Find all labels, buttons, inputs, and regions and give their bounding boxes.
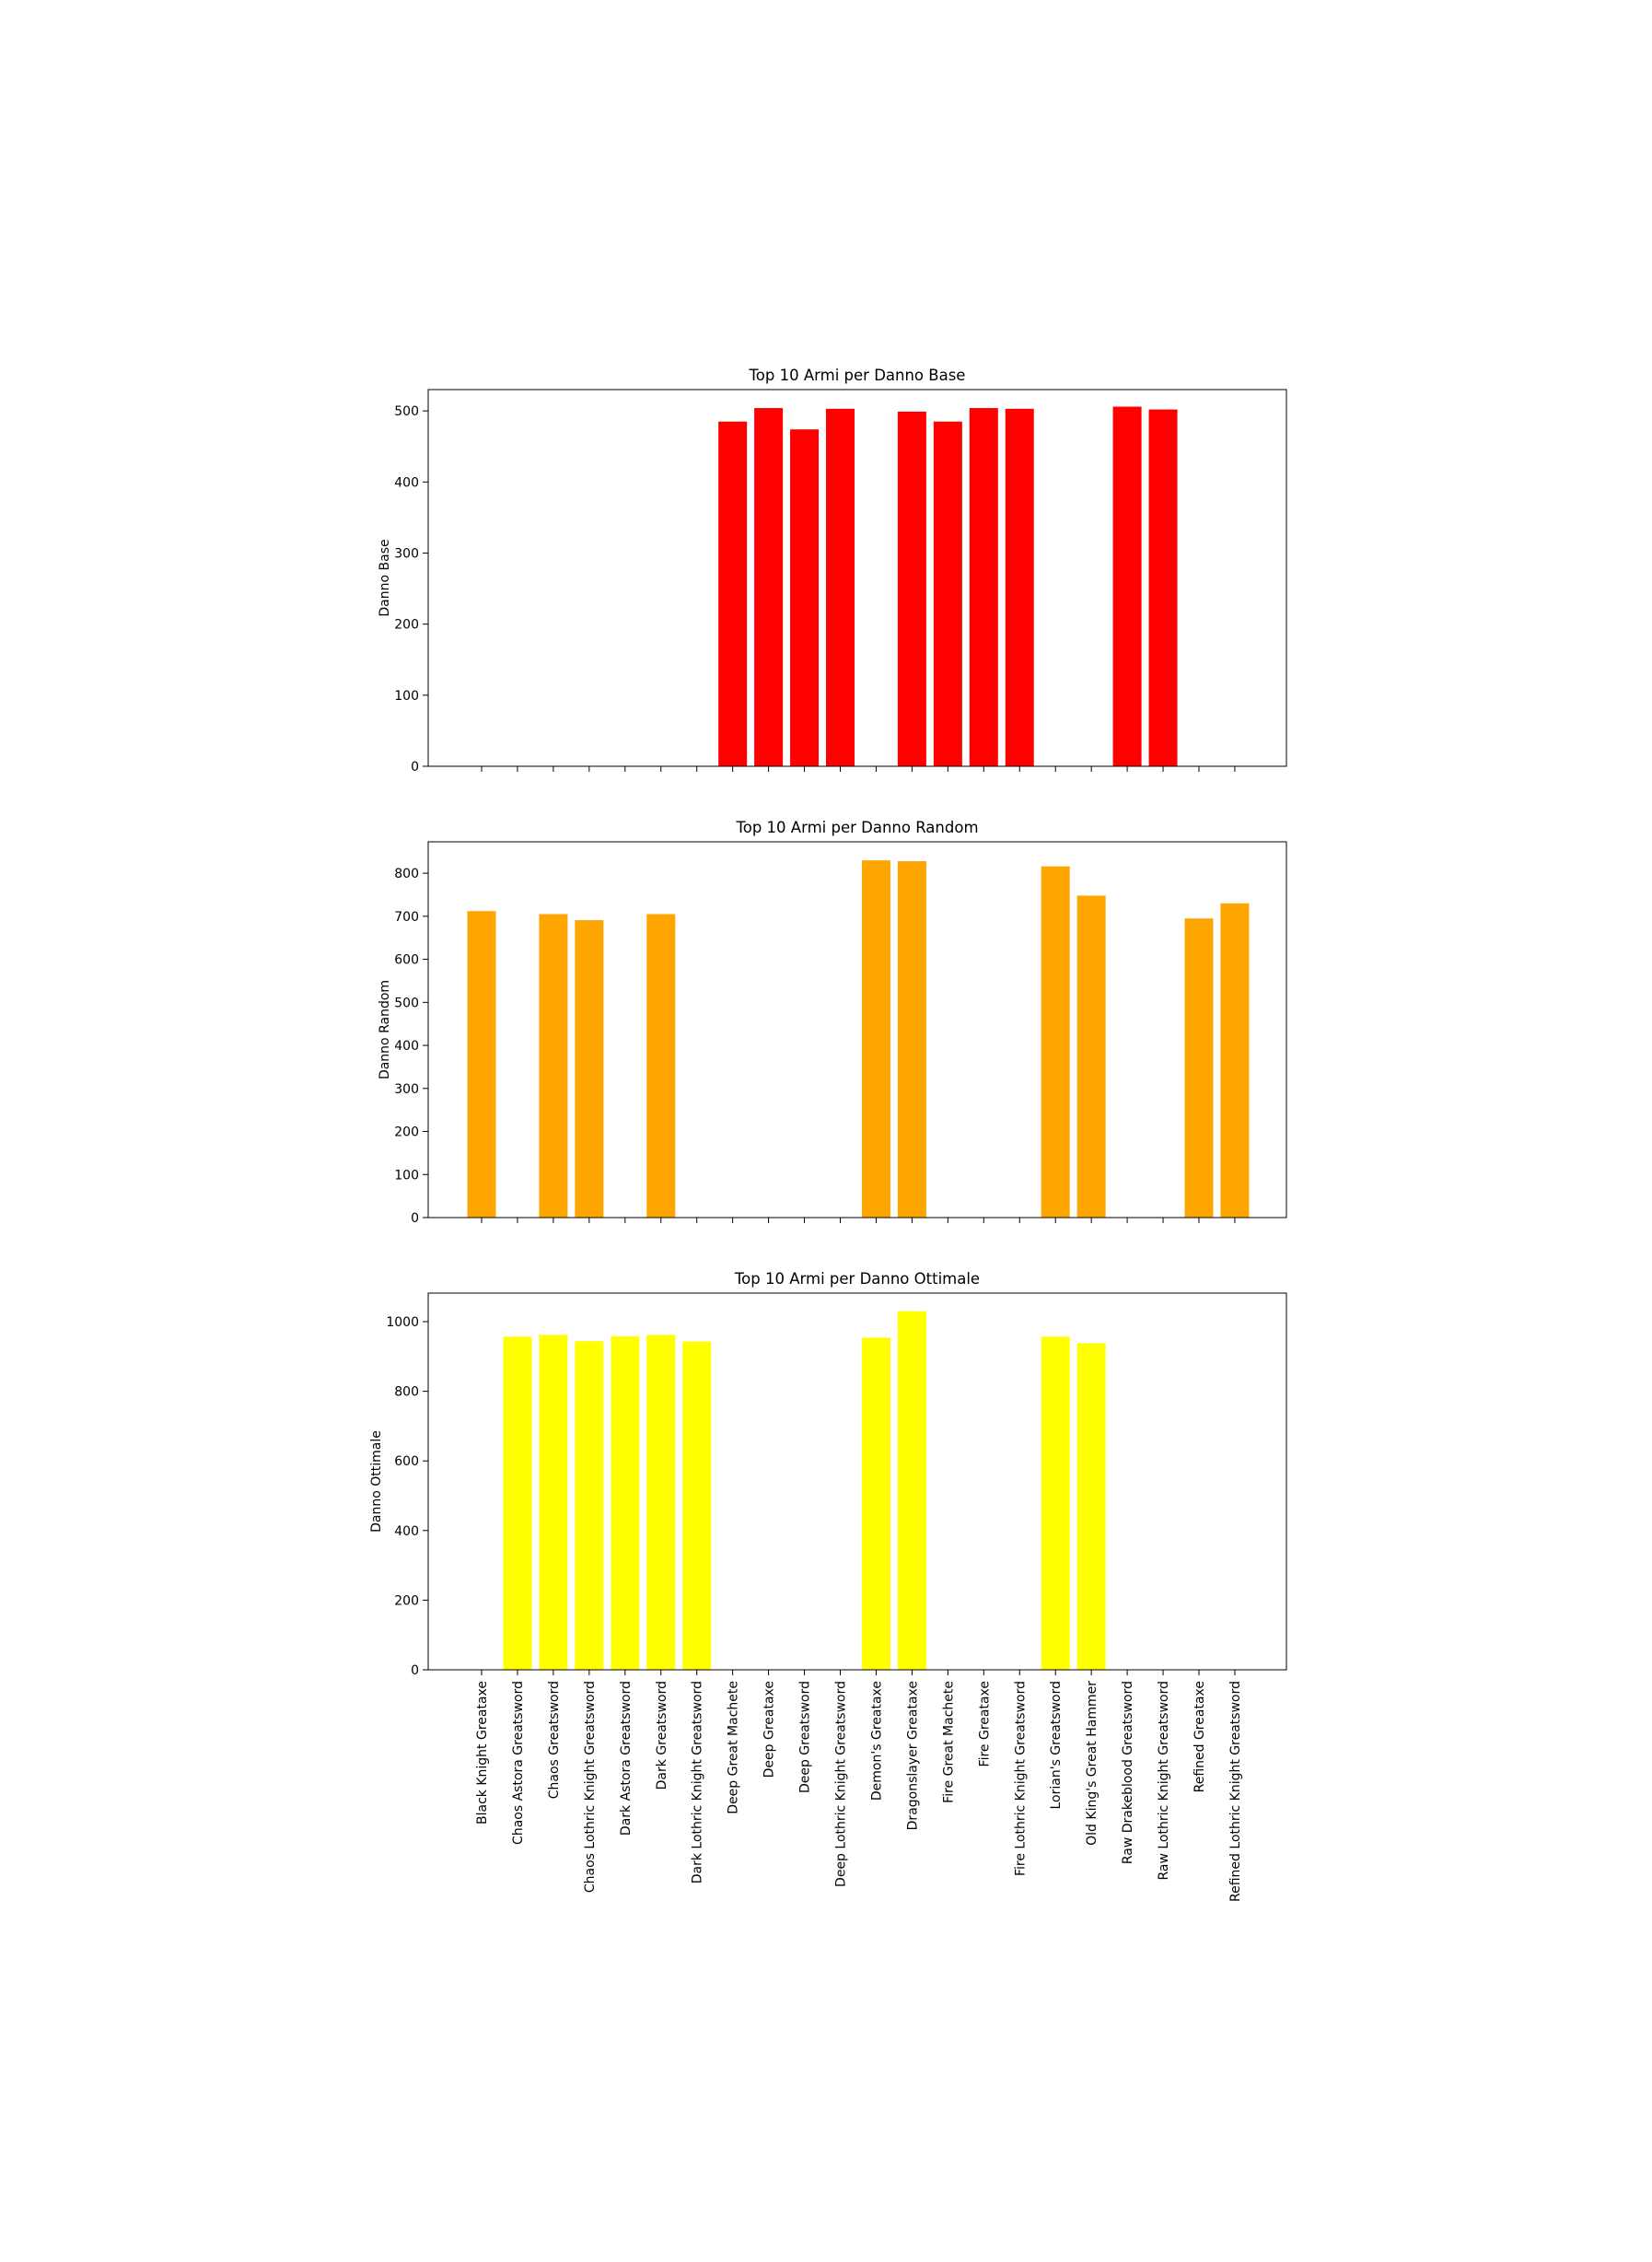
x-tick-label: Lorian's Greatsword (1049, 1681, 1064, 1810)
bar-4 (575, 920, 604, 1218)
x-tick-label: Dark Greatsword (655, 1681, 669, 1790)
x-tick-label: Chaos Astora Greatsword (511, 1681, 526, 1845)
y-tick-label: 400 (394, 1039, 419, 1054)
bar-16 (1005, 408, 1034, 766)
y-tick-label: 0 (411, 1211, 419, 1226)
x-tick-label: Raw Drakeblood Greatsword (1121, 1681, 1135, 1864)
bar-13 (897, 411, 926, 766)
bar-3 (539, 1335, 568, 1670)
x-tick-label: Dark Lothric Knight Greatsword (691, 1681, 705, 1883)
bar-21 (1184, 918, 1214, 1218)
chart-title: Top 10 Armi per Danno Base (749, 367, 966, 384)
axes-frame (427, 1292, 1287, 1671)
bar-6 (646, 914, 676, 1218)
x-tick-label: Deep Lothric Knight Greatsword (834, 1681, 849, 1887)
x-tick-label: Fire Greataxe (977, 1681, 992, 1766)
x-tick-label: Deep Greataxe (762, 1681, 777, 1778)
y-tick-label: 0 (411, 760, 419, 775)
axes-frame (427, 389, 1287, 767)
bar-13 (897, 861, 926, 1218)
chart-panel-3: Top 10 Armi per Danno Ottimale 0 200 400 600… (369, 1270, 1287, 1902)
chart-panel-1: Top 10 Armi per Danno Base 0 100 200 300 400 5… (378, 367, 1287, 775)
x-tick-label: Fire Great Machete (941, 1681, 956, 1803)
y-tick-label: 300 (394, 546, 419, 561)
bar-15 (969, 408, 998, 766)
y-tick-label: 400 (394, 1524, 419, 1539)
bar-10 (790, 429, 820, 766)
y-tick-label: 600 (394, 953, 419, 968)
y-tick-label: 200 (394, 1125, 419, 1140)
x-tick-label: Fire Lothric Knight Greatsword (1013, 1681, 1028, 1876)
y-tick-label: 500 (394, 996, 419, 1010)
x-tick-label: Old King's Great Hammer (1085, 1681, 1099, 1846)
y-tick-label: 100 (394, 689, 419, 704)
bar-22 (1220, 903, 1250, 1218)
bar-1 (467, 911, 496, 1218)
y-tick-label: 500 (394, 404, 419, 419)
y-axis-label: Danno Base (378, 539, 392, 616)
bar-18 (1076, 1343, 1106, 1670)
bar-12 (861, 1337, 890, 1670)
y-tick-label: 800 (394, 867, 419, 881)
bar-17 (1041, 866, 1070, 1218)
x-tick-label: Deep Great Machete (727, 1681, 741, 1814)
y-tick-label: 200 (394, 618, 419, 633)
bar-13 (897, 1311, 926, 1670)
y-tick-label: 800 (394, 1385, 419, 1400)
x-tick-label: Deep Greatsword (798, 1681, 813, 1793)
bar-20 (1148, 409, 1178, 766)
x-tick-label: Raw Lothric Knight Greatsword (1157, 1681, 1171, 1881)
y-tick-label: 300 (394, 1082, 419, 1097)
y-tick-label: 1000 (386, 1315, 419, 1330)
y-tick-label: 0 (411, 1663, 419, 1678)
x-tick-label: Chaos Lothric Knight Greatsword (583, 1681, 598, 1893)
bar-11 (826, 408, 855, 766)
y-tick-label: 700 (394, 910, 419, 925)
bar-7 (682, 1341, 712, 1670)
chart-panel-2: Top 10 Armi per Danno Random 0 100 200 300 40… (378, 819, 1287, 1226)
x-tick-label: Dragonslayer Greataxe (905, 1681, 920, 1830)
y-axis-label: Danno Ottimale (369, 1430, 384, 1533)
bar-6 (646, 1335, 676, 1670)
x-tick-label: Demon's Greataxe (869, 1681, 884, 1801)
chart-title: Top 10 Armi per Danno Ottimale (734, 1270, 980, 1288)
bar-4 (575, 1341, 604, 1670)
bar-12 (861, 860, 890, 1218)
y-axis-label: Danno Random (378, 980, 392, 1079)
bar-17 (1041, 1336, 1070, 1670)
bar-14 (933, 421, 962, 766)
bar-2 (503, 1336, 532, 1670)
bar-5 (611, 1335, 640, 1670)
y-tick-label: 600 (394, 1454, 419, 1469)
bar-8 (718, 421, 748, 766)
x-tick-label: Chaos Greatsword (547, 1681, 562, 1799)
bar-9 (754, 408, 784, 766)
x-tick-label: Dark Astora Greatsword (619, 1681, 634, 1836)
bar-18 (1076, 895, 1106, 1218)
x-tick-label: Refined Greataxe (1192, 1681, 1207, 1792)
x-tick-label: Black Knight Greataxe (475, 1681, 490, 1825)
chart-title: Top 10 Armi per Danno Random (735, 819, 978, 836)
x-tick-label: Refined Lothric Knight Greatsword (1228, 1681, 1243, 1902)
y-tick-label: 200 (394, 1593, 419, 1608)
y-tick-label: 400 (394, 475, 419, 490)
bar-19 (1112, 406, 1142, 766)
axes-frame (427, 841, 1287, 1218)
bar-3 (539, 914, 568, 1218)
y-tick-label: 100 (394, 1168, 419, 1183)
